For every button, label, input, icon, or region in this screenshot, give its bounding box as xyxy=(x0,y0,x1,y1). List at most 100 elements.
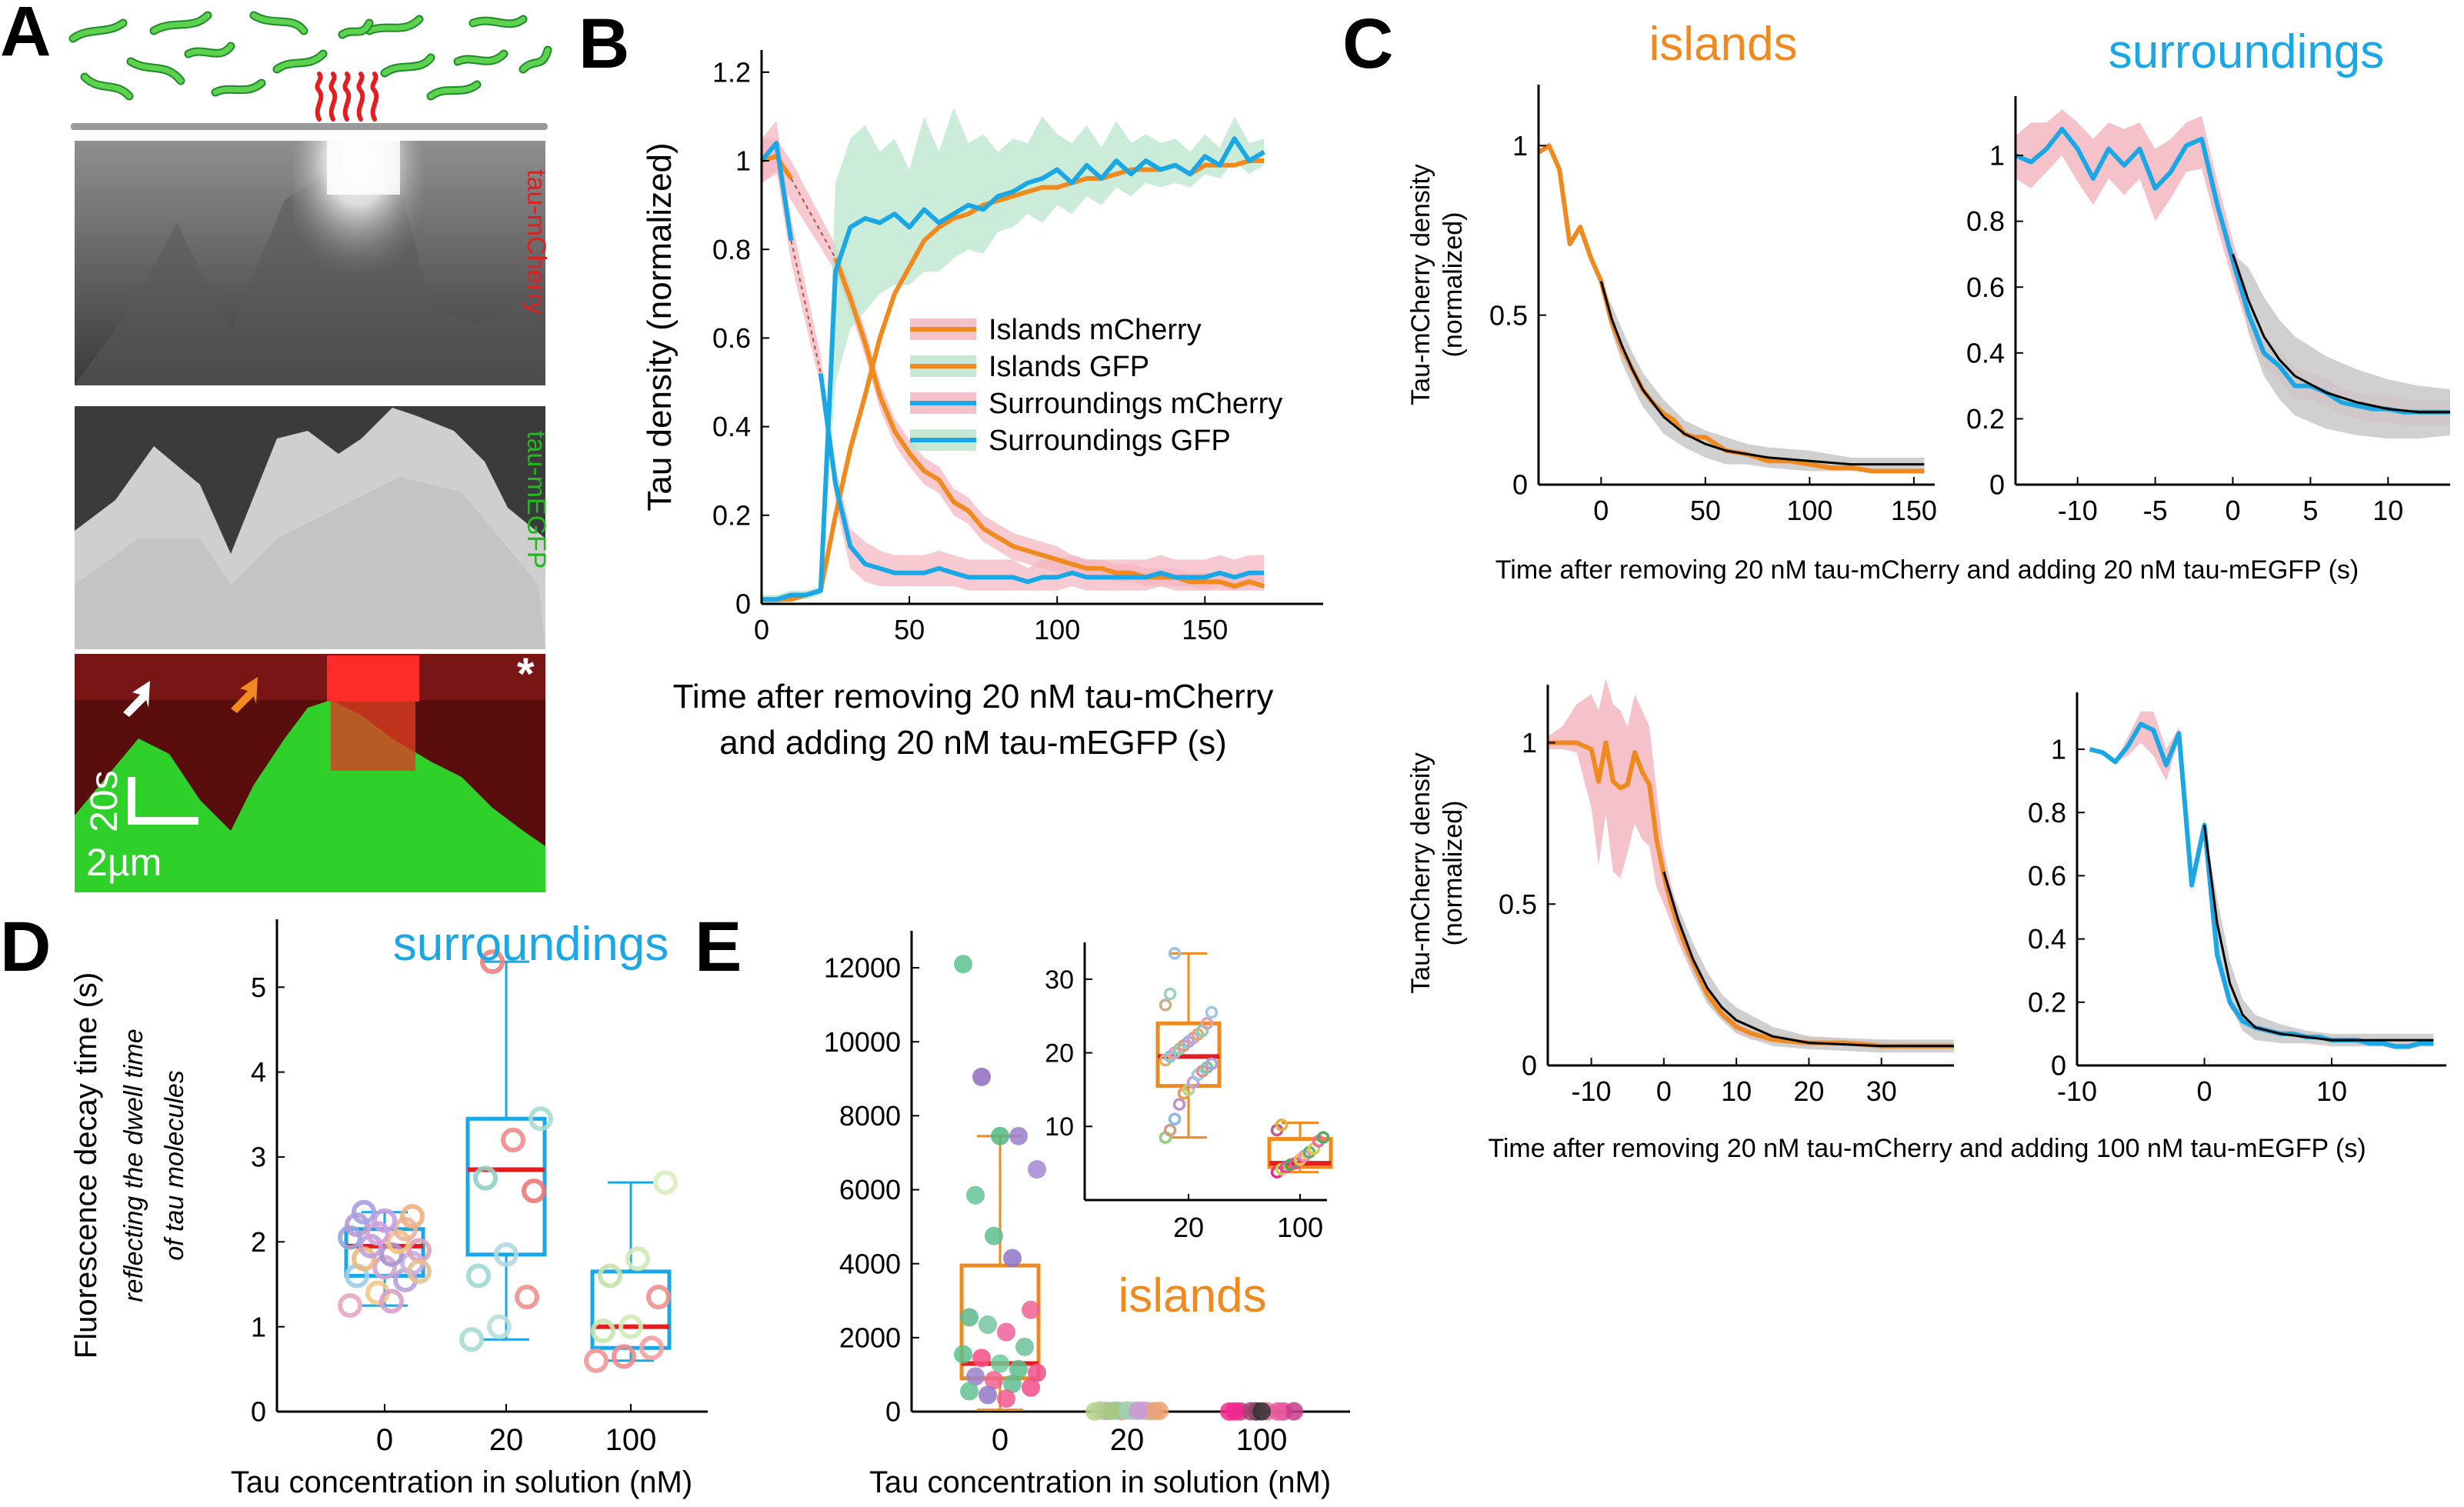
panel-c-2-x-tick-label: 0 xyxy=(2225,495,2240,526)
panel-c-subplot-2: -10 -5 0 5 10 0 0.2 0.4 0.6 0.8 1 xyxy=(1966,96,2450,526)
inset-data-point xyxy=(1163,1123,1177,1137)
panel-e-inset: 10 20 30 20 100 xyxy=(1045,942,1333,1243)
tau-filament-highlight xyxy=(520,47,551,72)
kymograph-mcherry: tau-mCherry xyxy=(75,141,551,385)
panel-b-chart: 0 50 100 150 0 0.2 0.4 0.6 0.8 1 1.2 Tau density (n… xyxy=(641,50,1323,762)
data-point xyxy=(345,1212,369,1238)
panel-e-inset-y-tick-label: 10 xyxy=(1045,1112,1074,1142)
panel-c-2-x-tick-label: -10 xyxy=(2058,495,2098,526)
panel-c-1-x-tick-label: 150 xyxy=(1891,495,1937,526)
panel-d-box-2 xyxy=(590,1181,672,1362)
inset-data-point xyxy=(1205,1057,1219,1071)
data-point xyxy=(997,1389,1015,1409)
panel-c-2-y-tick-label: 0.6 xyxy=(1966,272,2005,303)
data-point xyxy=(639,1335,664,1361)
fit-line xyxy=(1599,281,1925,466)
inset-data-point xyxy=(1163,987,1177,1001)
data-point xyxy=(985,1371,1003,1390)
tau-island-molecule xyxy=(356,72,365,122)
tau-filament-highlight xyxy=(274,51,326,72)
tau-filament-highlight xyxy=(70,20,126,42)
data-point xyxy=(625,1246,650,1272)
data-point xyxy=(480,949,505,975)
panel-label-e: E xyxy=(695,908,742,986)
panel-c-4-x-tick-label: 10 xyxy=(2316,1075,2347,1107)
band-3 xyxy=(762,107,1265,604)
panel-b-x-tick-label: 50 xyxy=(894,614,925,645)
panel-d-xlabel: Tau concentration in solution (nM) xyxy=(231,1465,692,1499)
data-line xyxy=(1537,143,1925,474)
data-point xyxy=(352,1246,376,1272)
panel-d-y-tick-label: 3 xyxy=(251,1142,266,1173)
panel-e-x-tick-label: 100 xyxy=(1236,1423,1288,1457)
panel-d-box-1 xyxy=(465,960,547,1341)
data-point xyxy=(515,1285,539,1310)
data-point xyxy=(1003,1374,1022,1393)
panel-c-3-y-tick-label: 0 xyxy=(1522,1050,1537,1082)
panel-b-y-tick-label: 0.4 xyxy=(712,411,751,442)
panel-e-y-tick-label: 10000 xyxy=(824,1026,901,1058)
panel-e-inset-y-tick-label: 30 xyxy=(1045,965,1074,995)
data-point xyxy=(619,1314,643,1339)
panel-e-y-tick-label: 12000 xyxy=(824,952,901,984)
tau-filament-highlight xyxy=(455,51,507,65)
data-point xyxy=(372,1208,397,1233)
tau-filament-highlight xyxy=(212,80,265,95)
data-point xyxy=(1022,1300,1040,1319)
legend-label: Surroundings mCherry xyxy=(989,388,1282,420)
panel-c-ylabel: Tau-mCherry density xyxy=(1406,164,1435,405)
panel-c-2-x-tick-label: -5 xyxy=(2143,495,2168,526)
data-point xyxy=(966,1185,985,1205)
data-point xyxy=(584,1348,608,1373)
panel-e-y-tick-label: 8000 xyxy=(839,1100,901,1132)
panel-b-y-tick-label: 0 xyxy=(735,588,751,620)
panel-c-2-y-tick-label: 0.8 xyxy=(1966,205,2005,237)
data-point xyxy=(972,1349,991,1368)
panel-label-b: B xyxy=(578,5,629,83)
data-point xyxy=(972,1067,991,1086)
panel-c-3-y-tick-label: 0.5 xyxy=(1499,889,1537,920)
panel-e-x-tick-label: 0 xyxy=(992,1423,1009,1457)
panel-b-y-tick-label: 1 xyxy=(735,145,751,177)
data-point xyxy=(646,1285,671,1310)
panel-c-2-y-tick-label: 0 xyxy=(1989,469,2005,501)
panel-c-2-y-tick-label: 1 xyxy=(1989,140,2005,172)
panel-d-y-tick-label: 0 xyxy=(251,1396,266,1428)
data-point xyxy=(979,1315,997,1335)
tau-filament-highlight xyxy=(185,43,234,57)
tau-island-molecule xyxy=(328,72,338,122)
tau-filament-highlight xyxy=(470,16,526,27)
inset-data-point xyxy=(1168,1112,1182,1125)
data-point xyxy=(1129,1401,1147,1420)
data-point xyxy=(979,1385,997,1405)
data-point xyxy=(1028,1160,1046,1179)
panel-c-1-x-tick-label: 100 xyxy=(1786,495,1832,526)
inset-x-tick-label: 100 xyxy=(1277,1212,1323,1243)
panel-c-4-x-tick-label: -10 xyxy=(2057,1075,2097,1107)
panel-e-y-tick-label: 6000 xyxy=(839,1174,901,1205)
fit-band xyxy=(2232,254,2450,439)
tau-filament-highlight xyxy=(128,58,184,84)
panel-d-title: surroundings xyxy=(393,918,669,971)
panel-d-y-tick-label: 2 xyxy=(251,1226,266,1258)
inset-data-point xyxy=(1275,1119,1289,1132)
inset-data-point xyxy=(1316,1131,1330,1144)
panel-d-x-tick-label: 0 xyxy=(376,1423,393,1457)
data-point xyxy=(997,1322,1015,1342)
data-point xyxy=(1015,1337,1034,1356)
kymograph-merged: * 20s 2µm xyxy=(75,649,545,892)
panel-label-d: D xyxy=(0,908,51,986)
panel-label-a: A xyxy=(0,0,51,71)
scale-length-label: 2µm xyxy=(86,841,162,884)
panel-c-3-x-tick-label: 10 xyxy=(1721,1075,1752,1107)
panel-c-2-x-tick-label: 5 xyxy=(2302,495,2318,526)
panel-c-1-x-tick-label: 0 xyxy=(1593,495,1609,526)
data-point xyxy=(591,1319,615,1344)
panel-e-label: islands xyxy=(1119,1269,1267,1322)
panel-b-x-tick-label: 100 xyxy=(1034,614,1080,645)
panel-c-xlabel-row2: Time after removing 20 nM tau-mCherry an… xyxy=(1488,1134,2366,1163)
panel-c-3-x-tick-label: -10 xyxy=(1572,1075,1612,1107)
data-point xyxy=(991,1126,1009,1145)
panel-e-chart: 0 2000 4000 6000 8000 10000 12000 0 20 100 Tau con… xyxy=(824,931,1350,1499)
